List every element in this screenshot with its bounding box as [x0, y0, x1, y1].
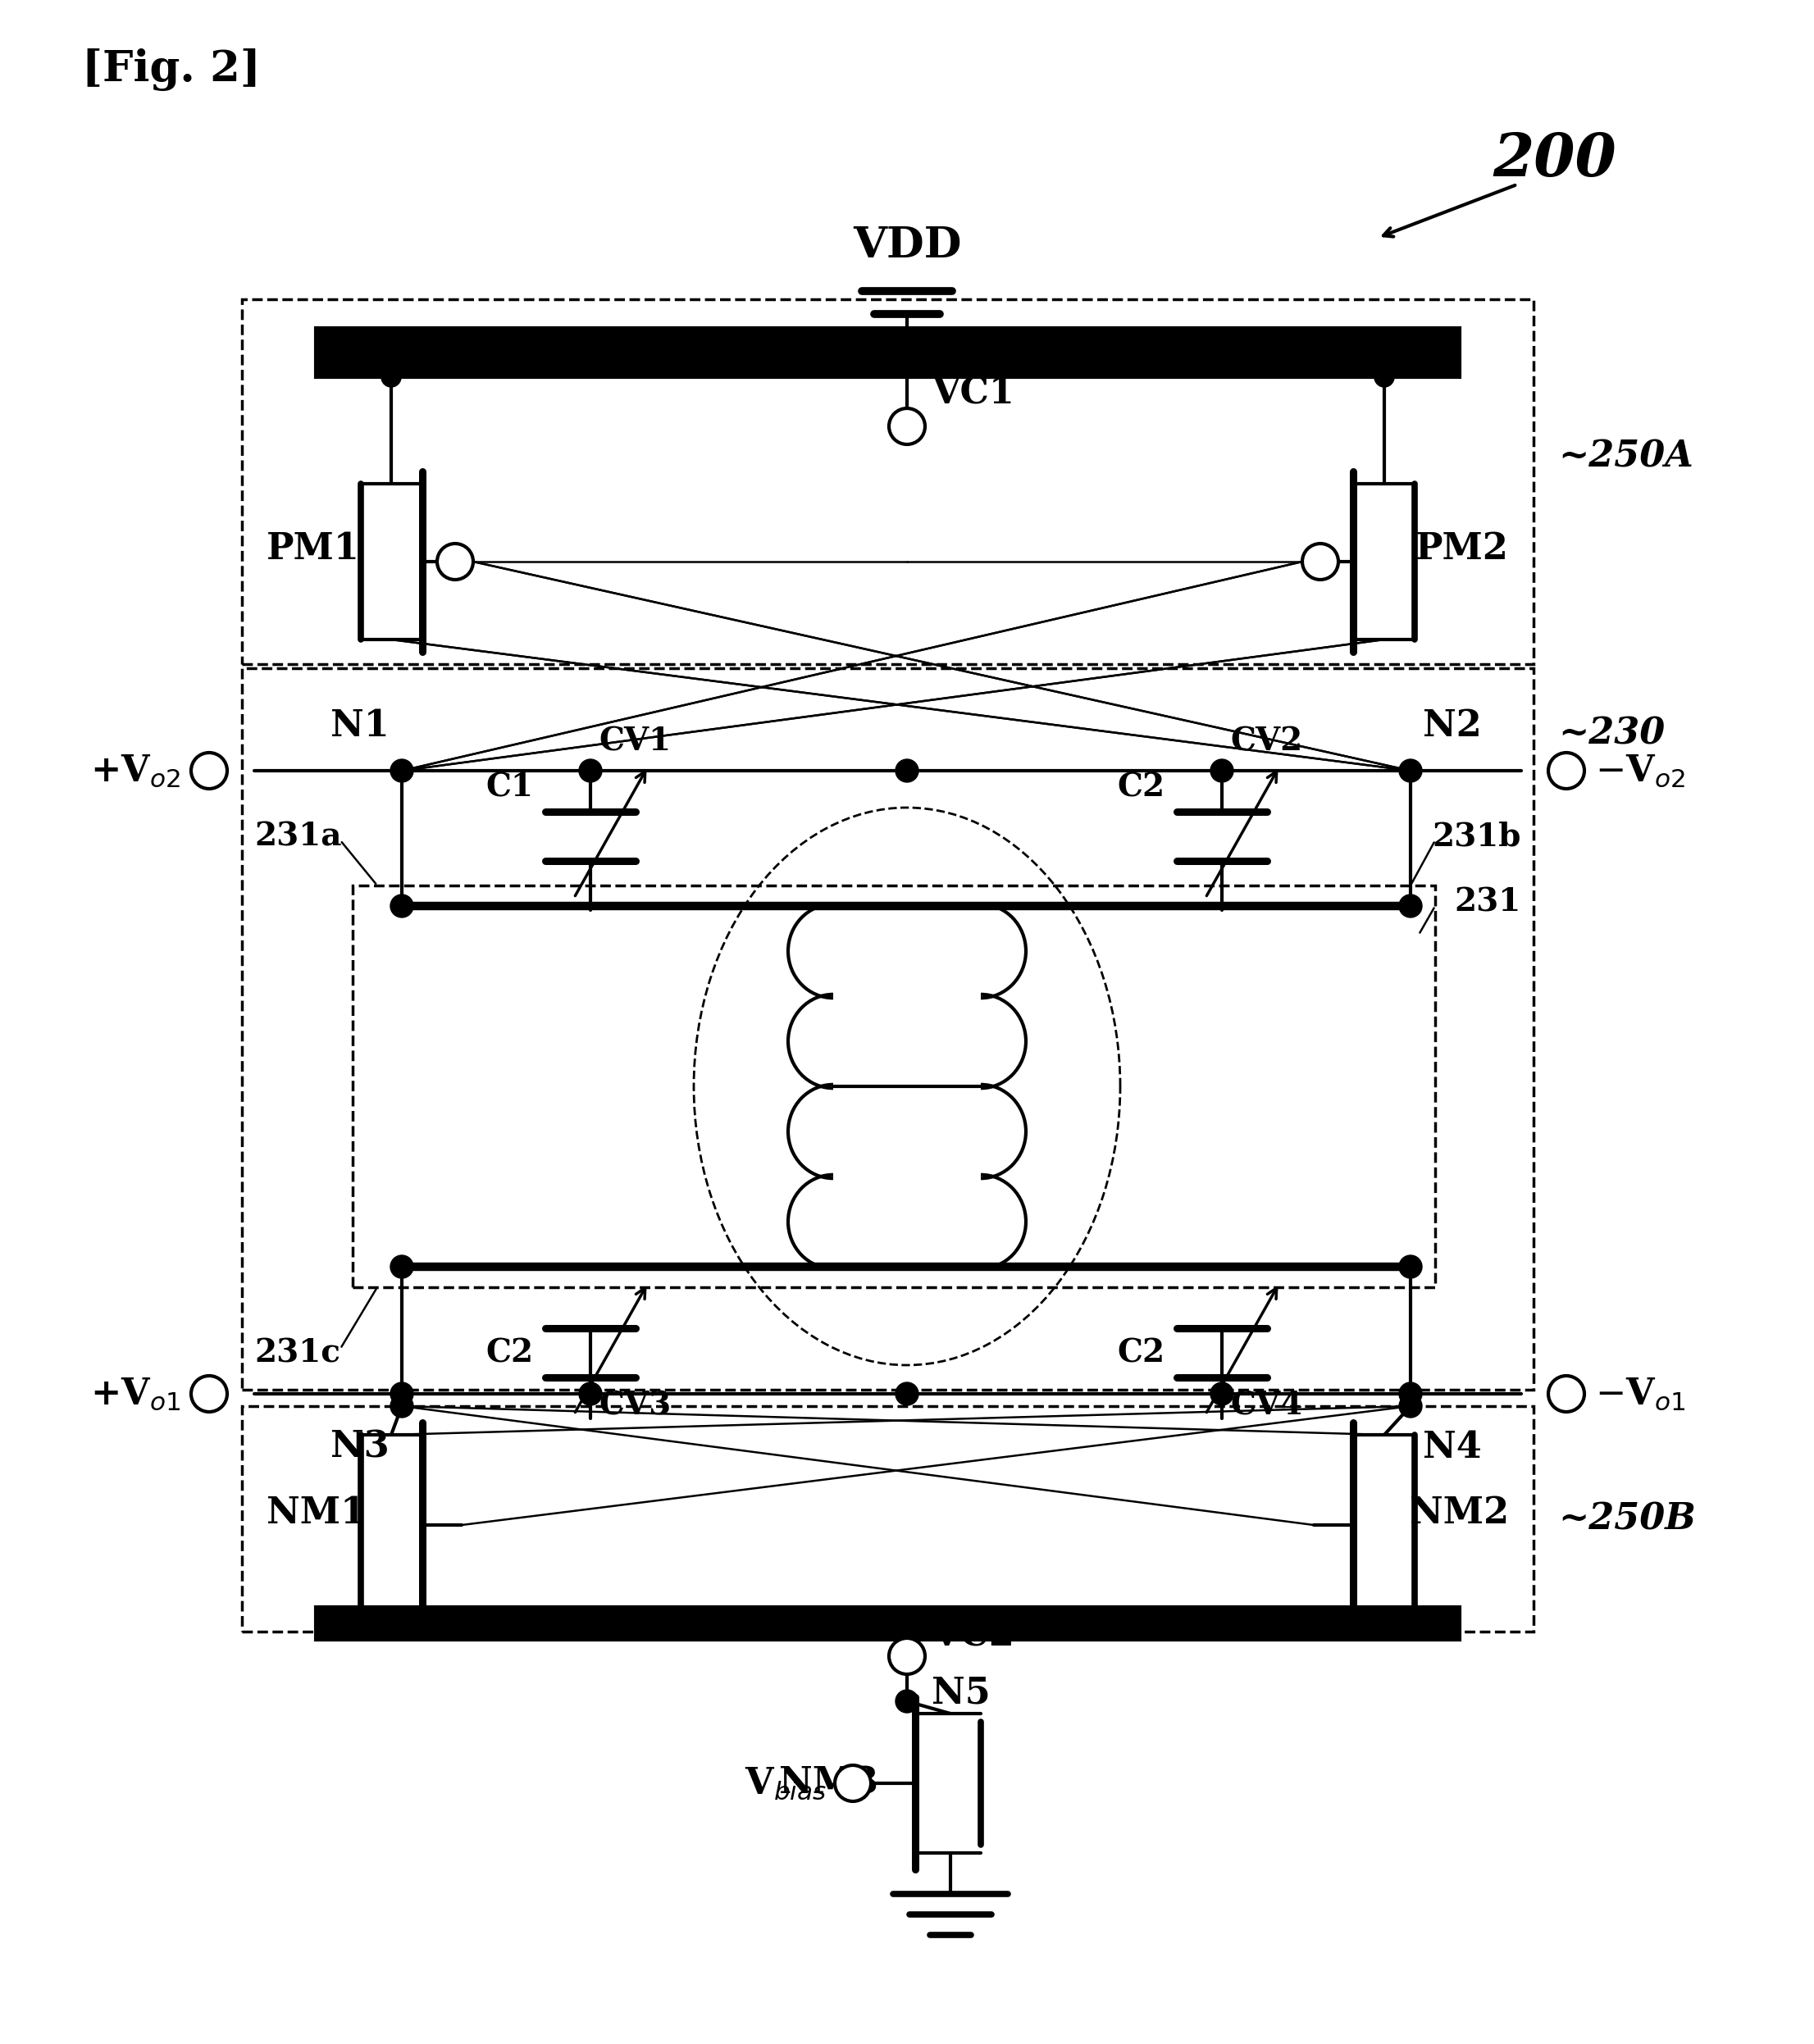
Text: VC1: VC1 — [932, 376, 1014, 411]
Circle shape — [390, 1394, 414, 1419]
Text: V$_{bias}$: V$_{bias}$ — [744, 1766, 827, 1801]
Text: N1: N1 — [330, 707, 390, 744]
Circle shape — [889, 409, 925, 444]
Circle shape — [437, 544, 473, 580]
Text: PM2: PM2 — [1415, 531, 1509, 566]
Circle shape — [834, 1766, 871, 1801]
Circle shape — [896, 758, 918, 783]
Circle shape — [1399, 1394, 1422, 1419]
Circle shape — [190, 1376, 227, 1412]
Text: CV1: CV1 — [599, 726, 671, 758]
Circle shape — [1375, 368, 1395, 386]
Circle shape — [390, 1255, 414, 1278]
Circle shape — [896, 1690, 918, 1713]
Circle shape — [390, 1382, 414, 1406]
Text: NM1: NM1 — [267, 1494, 366, 1531]
Circle shape — [1549, 1376, 1584, 1412]
Text: NM2: NM2 — [1409, 1494, 1509, 1531]
Text: 231b: 231b — [1433, 822, 1522, 852]
Circle shape — [1210, 758, 1234, 783]
Bar — [316, 327, 1460, 378]
Circle shape — [1302, 544, 1339, 580]
Text: C2: C2 — [486, 1337, 533, 1367]
Circle shape — [1399, 1255, 1422, 1278]
Text: 200: 200 — [1493, 131, 1616, 188]
Bar — [316, 1607, 1460, 1639]
Text: [Fig. 2]: [Fig. 2] — [82, 49, 261, 92]
Text: $-$V$_{o2}$: $-$V$_{o2}$ — [1595, 752, 1685, 789]
Circle shape — [1399, 1382, 1422, 1406]
Text: +V$_{o1}$: +V$_{o1}$ — [91, 1376, 180, 1412]
Text: NM3: NM3 — [778, 1766, 878, 1801]
Text: N3: N3 — [330, 1429, 390, 1466]
Text: VDD: VDD — [853, 225, 961, 268]
Text: ~230: ~230 — [1558, 715, 1665, 752]
Text: ~250B: ~250B — [1558, 1500, 1696, 1537]
Circle shape — [1399, 758, 1422, 783]
Circle shape — [1399, 895, 1422, 918]
Circle shape — [381, 368, 401, 386]
Bar — [352, 885, 1435, 1288]
Text: 231a: 231a — [254, 822, 341, 852]
Text: 231c: 231c — [254, 1337, 341, 1367]
Bar — [241, 1406, 1533, 1631]
Circle shape — [1210, 1382, 1234, 1406]
Text: C2: C2 — [1117, 771, 1165, 803]
Circle shape — [190, 752, 227, 789]
Bar — [241, 298, 1533, 664]
Bar — [241, 668, 1533, 1390]
Text: CV3: CV3 — [599, 1390, 671, 1423]
Text: $-$V$_{o1}$: $-$V$_{o1}$ — [1595, 1376, 1685, 1412]
Text: C2: C2 — [1117, 1337, 1165, 1367]
Text: ~250A: ~250A — [1558, 439, 1692, 474]
Text: C1: C1 — [486, 771, 533, 803]
Circle shape — [896, 1382, 918, 1406]
Text: 231: 231 — [1455, 887, 1522, 918]
Text: N2: N2 — [1422, 707, 1482, 744]
Circle shape — [1549, 752, 1584, 789]
Text: +V$_{o2}$: +V$_{o2}$ — [91, 752, 180, 789]
Circle shape — [579, 1382, 602, 1406]
Text: CV4: CV4 — [1230, 1390, 1302, 1423]
Text: N5: N5 — [932, 1676, 990, 1711]
Text: PM1: PM1 — [267, 531, 359, 566]
Text: CV2: CV2 — [1230, 726, 1302, 758]
Circle shape — [390, 758, 414, 783]
Circle shape — [889, 1637, 925, 1674]
Circle shape — [579, 758, 602, 783]
Circle shape — [390, 895, 414, 918]
Text: VC2: VC2 — [932, 1619, 1014, 1654]
Text: N4: N4 — [1422, 1429, 1482, 1466]
